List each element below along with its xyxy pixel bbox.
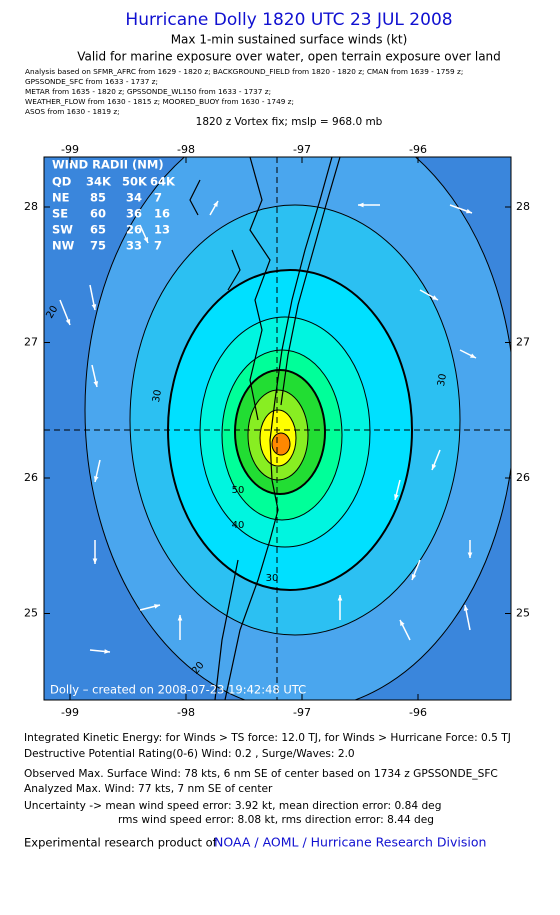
lon-label: -98 (177, 143, 195, 156)
product-prefix: Experimental research product of (24, 836, 218, 850)
radii-cell: 7 (154, 191, 162, 205)
radii-cell: 7 (154, 239, 162, 253)
radii-heading: WIND RADII (NM) (52, 158, 164, 172)
analysis-source: Analysis based on SFMR_AFRC from 1629 - … (25, 67, 463, 76)
footer-line: rms wind speed error: 8.08 kt, rms direc… (118, 814, 434, 826)
analysis-source: ASOS from 1630 - 1819 z; (25, 107, 120, 116)
lat-label: 25 (516, 607, 530, 620)
credit: Dolly – created on 2008-07-23 19:42:48 U… (50, 683, 306, 697)
radii-column: 64K (150, 175, 176, 189)
footer-line: Uncertainty -> mean wind speed error: 3.… (24, 800, 441, 812)
wind-vector-head (470, 353, 476, 358)
lat-label: 28 (24, 200, 38, 213)
footer-line: Destructive Potential Rating(0-6) Wind: … (24, 748, 355, 760)
radii-cell: 33 (126, 239, 142, 253)
vortex-fix: 1820 z Vortex fix; mslp = 968.0 mb (196, 116, 383, 128)
lat-label: 26 (24, 471, 38, 484)
title: Hurricane Dolly 1820 UTC 23 JUL 2008 (125, 10, 452, 30)
lat-label: 25 (24, 607, 38, 620)
wind-vector-head (432, 295, 438, 300)
validity: Valid for marine exposure over water, op… (77, 50, 501, 64)
footer-line: Observed Max. Surface Wind: 78 kts, 6 nm… (24, 768, 498, 780)
radii-column: 34K (86, 175, 112, 189)
lat-label: 27 (24, 336, 38, 349)
wind-vector-head (143, 237, 148, 243)
lon-label: -99 (61, 143, 79, 156)
radii-cell: 36 (126, 207, 142, 221)
wind-vector-head (65, 319, 71, 325)
radii-cell: 16 (154, 207, 170, 221)
radii-cell: 65 (90, 223, 106, 237)
wind-vector-head (213, 201, 218, 207)
product-org: NOAA / AOML / Hurricane Research Divisio… (214, 835, 486, 850)
lon-label: -97 (293, 706, 311, 719)
lon-label: -99 (61, 706, 79, 719)
wind-vector-head (92, 558, 98, 564)
radii-cell: 26 (126, 223, 142, 237)
radii-column: QD (52, 175, 71, 189)
coastline (224, 157, 333, 700)
wind-vector-head (466, 208, 472, 214)
lon-label: -96 (409, 706, 427, 719)
wind-vector-head (93, 476, 99, 482)
radii-cell: NW (52, 239, 75, 253)
lon-label: -98 (177, 706, 195, 719)
wind-vector-head (91, 304, 97, 310)
analysis-source: WEATHER_FLOW from 1630 - 1815 z; MOORED_… (25, 97, 294, 106)
radii-cell: NE (52, 191, 70, 205)
wind-vector-head (467, 552, 473, 558)
wind-vector-head (394, 494, 399, 500)
lat-label: 26 (516, 471, 530, 484)
wind-vector-head (93, 381, 99, 387)
contour-label: 40 (232, 520, 245, 531)
footer-line: Integrated Kinetic Energy: for Winds > T… (24, 732, 511, 744)
map-frame (43, 156, 512, 701)
analysis-source: METAR from 1635 - 1820 z; GPSSONDE_WL150… (25, 87, 271, 96)
radii-cell: 13 (154, 223, 170, 237)
lon-label: -97 (293, 143, 311, 156)
radii-cell: 34 (126, 191, 142, 205)
analysis-source: GPSSONDE_SFC from 1633 - 1737 z; (25, 77, 158, 86)
contour-label: 30 (436, 373, 449, 387)
radii-cell: 75 (90, 239, 106, 253)
wind-vector-head (358, 202, 364, 208)
coastline (280, 157, 341, 406)
radii-cell: SW (52, 223, 73, 237)
wind-contour (271, 432, 291, 456)
lon-label: -96 (409, 143, 427, 156)
radii-column: 50K (122, 175, 148, 189)
radii-cell: SE (52, 207, 68, 221)
lat-label: 27 (516, 336, 530, 349)
wind-vector-head (463, 605, 469, 611)
wind-vector-head (337, 595, 343, 601)
footer-line: Analyzed Max. Wind: 77 kts, 7 nm SE of c… (24, 783, 273, 795)
subtitle: Max 1-min sustained surface winds (kt) (171, 33, 408, 47)
contour-label: 50 (232, 485, 245, 496)
wind-vector-head (400, 620, 405, 626)
coastline (189, 179, 241, 700)
contour-label: 30 (266, 573, 279, 584)
radii-cell: 60 (90, 207, 106, 221)
contour-label: 30 (151, 389, 164, 403)
wind-vector-head (177, 615, 183, 621)
lat-label: 28 (516, 200, 530, 213)
wind-vector-head (411, 574, 417, 580)
wind-vector-head (431, 464, 437, 470)
radii-cell: 85 (90, 191, 106, 205)
wind-vector-head (104, 649, 110, 654)
wind-vector-head (154, 604, 160, 609)
coastline (249, 157, 271, 421)
